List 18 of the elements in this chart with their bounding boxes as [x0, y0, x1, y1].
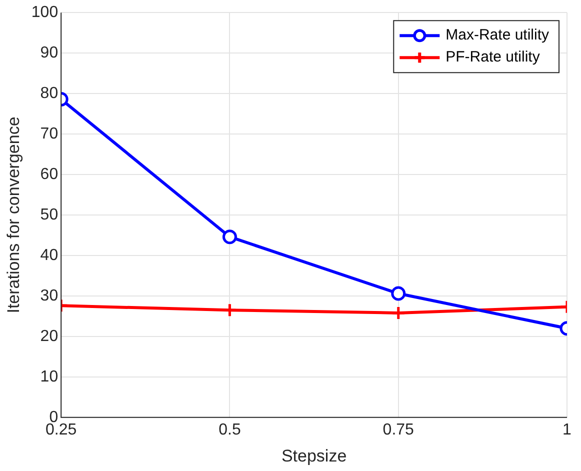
x-tick-label: 0.75: [382, 421, 414, 438]
y-tick-label: 70: [40, 125, 58, 142]
x-axis-title: Stepsize: [281, 446, 347, 466]
y-tick-label: 40: [40, 246, 58, 264]
x-tick-label: 0.25: [46, 421, 77, 438]
y-tick-label: 100: [31, 4, 58, 22]
y-tick-label: 30: [40, 287, 58, 304]
y-tick-label: 90: [40, 44, 58, 62]
y-tick-label: 60: [40, 166, 58, 183]
legend-label: Max-Rate utility: [446, 26, 550, 44]
x-tick-label: 1: [562, 421, 572, 438]
y-tick-label: 50: [40, 206, 58, 224]
y-axis-title: Iterations for convergence: [4, 116, 23, 314]
legend-label: PF-Rate utility: [446, 48, 540, 66]
x-tick-label: 0.5: [218, 421, 241, 438]
y-tick-label: 20: [40, 328, 58, 345]
y-tick-label: 80: [40, 84, 58, 102]
y-tick-label: 10: [40, 368, 58, 386]
